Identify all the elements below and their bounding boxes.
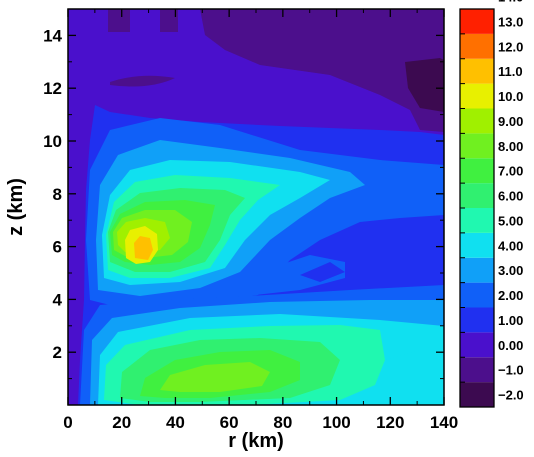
contour-band-neg1-small bbox=[110, 75, 175, 87]
x-tick-label: 20 bbox=[112, 413, 131, 432]
colorbar-label: 7.00 bbox=[498, 164, 523, 179]
x-axis-ticks: 0 20 40 60 80 100 120 140 bbox=[63, 9, 458, 432]
y-tick-label: 4 bbox=[53, 290, 63, 309]
colorbar-swatch bbox=[460, 83, 494, 109]
colorbar-label: 9.00 bbox=[498, 114, 523, 129]
colorbar-swatch bbox=[460, 108, 494, 134]
colorbar-label: 2.00 bbox=[498, 288, 523, 303]
colorbar-label: 12.0 bbox=[498, 39, 523, 54]
contour-band-neg1-top bbox=[108, 9, 178, 32]
contour-band-0-left bbox=[68, 9, 95, 405]
x-tick-label: 120 bbox=[376, 413, 404, 432]
y-tick-label: 14 bbox=[43, 26, 62, 45]
colorbar-label: 0.00 bbox=[498, 338, 523, 353]
colorbar-label: 5.00 bbox=[498, 213, 523, 228]
colorbar-swatch bbox=[460, 158, 494, 184]
contour-band-1-dip bbox=[300, 262, 345, 282]
colorbar-label: 1.00 bbox=[498, 313, 523, 328]
y-axis-ticks: 2 4 6 8 10 12 14 bbox=[43, 26, 444, 380]
x-tick-label: 40 bbox=[166, 413, 185, 432]
colorbar-label: 8.00 bbox=[498, 139, 523, 154]
colorbar-label: 6.00 bbox=[498, 189, 523, 204]
colorbar-label: 13.0 bbox=[498, 14, 523, 29]
y-axis-title: z (km) bbox=[5, 178, 27, 236]
y-tick-label: 2 bbox=[53, 343, 62, 362]
colorbar-swatch bbox=[460, 282, 494, 308]
colorbar-swatch bbox=[460, 58, 494, 84]
colorbar-swatch bbox=[460, 33, 494, 59]
y-tick-label: 6 bbox=[53, 238, 62, 257]
colorbar-swatch bbox=[460, 133, 494, 159]
colorbar-label: 14.0 bbox=[498, 0, 523, 5]
colorbar-label: 10.0 bbox=[498, 89, 523, 104]
x-tick-label: 100 bbox=[322, 413, 350, 432]
x-tick-label: 80 bbox=[273, 413, 292, 432]
colorbar-swatch bbox=[460, 9, 494, 34]
x-axis-title: r (km) bbox=[228, 430, 284, 452]
contour-band-neg2 bbox=[405, 58, 444, 112]
contour-band-4-right bbox=[380, 348, 444, 405]
contour-plot-area bbox=[68, 9, 444, 405]
y-tick-label: 8 bbox=[53, 185, 62, 204]
colorbar-swatch bbox=[460, 183, 494, 208]
colorbar-swatch bbox=[460, 257, 494, 283]
x-tick-label: 140 bbox=[430, 413, 458, 432]
colorbar-swatch bbox=[460, 382, 494, 407]
colorbar-label: 11.0 bbox=[498, 64, 523, 79]
colorbar-label: −1.0 bbox=[498, 363, 524, 378]
contour-band-neg1 bbox=[200, 9, 444, 132]
colorbar-swatch bbox=[460, 307, 494, 333]
contour-band-8-lower bbox=[160, 362, 270, 392]
colorbar-swatch bbox=[460, 208, 494, 233]
x-tick-label: 0 bbox=[63, 413, 72, 432]
colorbar: −2.0 −1.0 0.00 1.00 2.00 3.00 4.00 5.00 6.00 7.00… bbox=[459, 0, 524, 408]
colorbar-label: 3.00 bbox=[498, 263, 523, 278]
contour-band-11-upper bbox=[134, 236, 153, 260]
x-tick-label: 60 bbox=[220, 413, 239, 432]
colorbar-swatch bbox=[460, 332, 494, 358]
y-tick-label: 10 bbox=[43, 132, 62, 151]
colorbar-label: −2.0 bbox=[498, 388, 524, 403]
colorbar-label: 4.00 bbox=[498, 238, 523, 253]
colorbar-swatch bbox=[460, 357, 494, 383]
colorbar-swatch bbox=[460, 232, 494, 258]
y-tick-label: 12 bbox=[43, 79, 62, 98]
